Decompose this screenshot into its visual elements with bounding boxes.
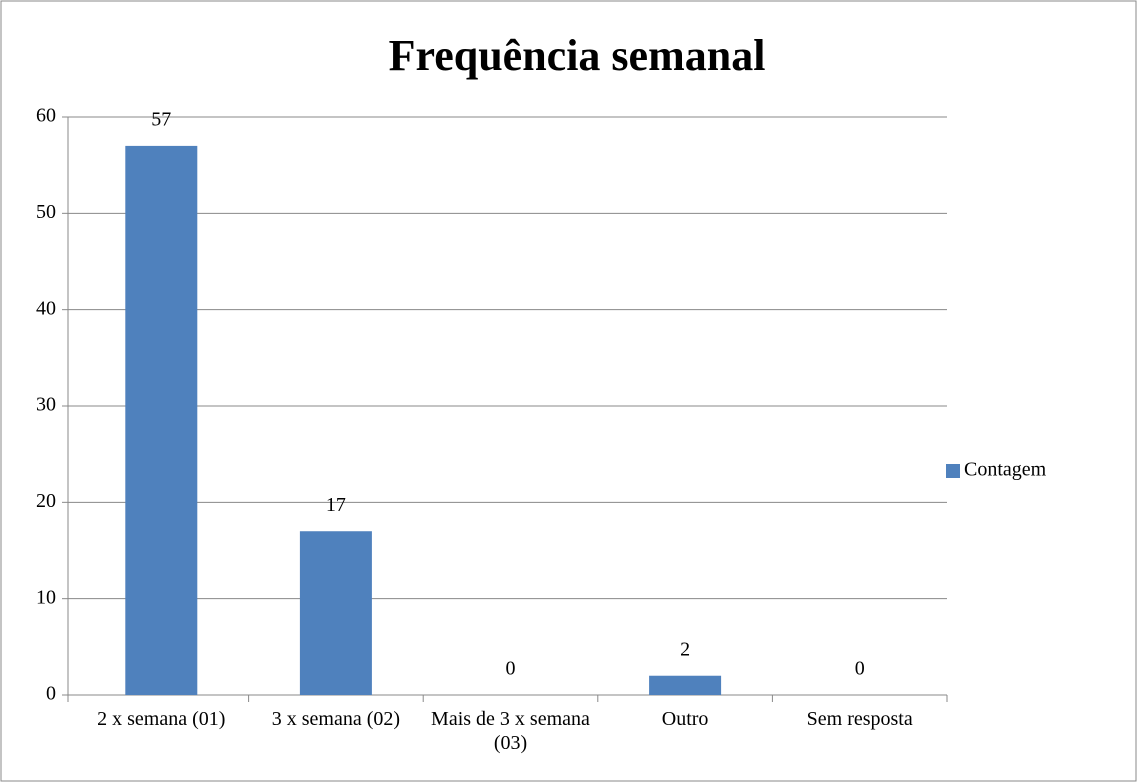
x-tick-label: Mais de 3 x semana (03) (431, 708, 590, 754)
y-tick-label: 50 (36, 201, 56, 223)
bar (649, 675, 722, 695)
y-tick-label: 10 (36, 586, 56, 608)
y-tick-label: 0 (46, 683, 56, 705)
legend-label: Contagem (964, 459, 1047, 481)
legend-swatch (946, 464, 960, 478)
x-tick-label: 3 x semana (02) (271, 708, 401, 730)
chart-title: Frequência semanal (389, 31, 766, 80)
data-label: 17 (326, 494, 346, 516)
data-label: 2 (680, 638, 690, 660)
y-tick-label: 30 (36, 394, 56, 416)
data-label: 0 (855, 658, 865, 680)
x-tick-label: Sem resposta (806, 708, 913, 730)
y-tick-label: 60 (36, 105, 56, 127)
data-label: 0 (506, 658, 516, 680)
x-tick-label-box: 3 x semana (02) (271, 708, 401, 730)
y-tick-label: 40 (36, 297, 56, 319)
x-tick-label-box: 2 x semana (01) (97, 708, 226, 730)
x-tick-label: Outro (661, 708, 709, 730)
x-tick-label: 2 x semana (01) (97, 708, 226, 730)
data-label: 57 (151, 108, 171, 130)
bar (299, 531, 372, 695)
bar (125, 145, 198, 695)
x-tick-label-box: Mais de 3 x semana (03) (431, 708, 590, 754)
y-tick-label: 20 (36, 490, 56, 512)
x-tick-label-box: Sem resposta (806, 708, 913, 730)
x-tick-label-box: Outro (661, 708, 709, 730)
